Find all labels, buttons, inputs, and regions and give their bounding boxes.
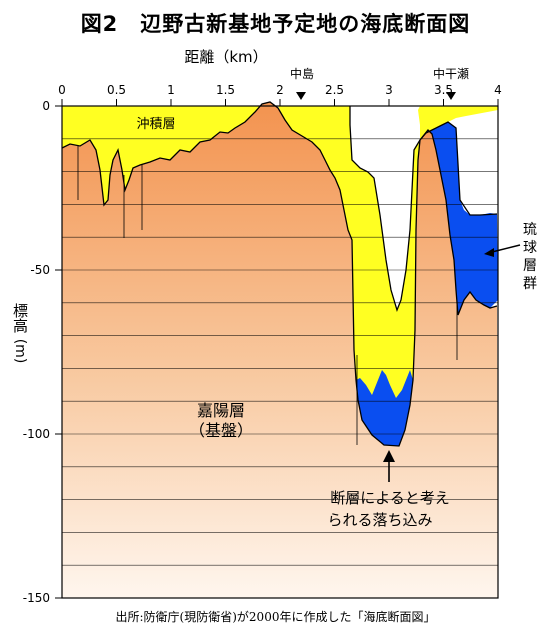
nakabise-label: 中干瀬 [433, 66, 469, 81]
ryukyu-pointer [491, 244, 521, 253]
nakashima-label: 中島 [290, 66, 314, 81]
annotation-line1: 断層によると考え [330, 489, 450, 507]
fault-lines [77, 146, 458, 445]
ryukyu-char-1: 琉 [523, 222, 537, 238]
y-axis: 0 -50 -100 -150 [23, 99, 62, 605]
page-title: 図2 辺野古新基地予定地の海底断面図 [80, 12, 471, 36]
alluvium-layer-trench [278, 106, 498, 446]
x-tick-3: 3 [385, 83, 393, 97]
source-note: 出所:防衛庁(現防衛省)が2000年に作成した「海底断面図」 [115, 610, 436, 624]
okinawa-layer-label: 沖積層 [136, 117, 175, 132]
ryukyu-char-4: 群 [523, 276, 537, 292]
x-tick-2: 2 [276, 83, 284, 97]
y-tick-minus-50: -50 [30, 263, 50, 277]
x-axis-label: 距離（km） [184, 48, 267, 66]
y-axis-label-unit: (m) [12, 339, 28, 364]
x-tick-1-5: 1.5 [216, 83, 235, 97]
y-tick-minus-100: -100 [23, 427, 50, 441]
layer-outlines [61, 101, 498, 447]
x-tick-2-5: 2.5 [325, 83, 344, 97]
y-tick-0: 0 [42, 99, 50, 113]
x-tick-4: 4 [494, 83, 502, 97]
fault-arrow-icon [383, 450, 395, 462]
x-tick-1: 1 [167, 83, 175, 97]
annotation-line2: られる落ち込み [327, 511, 432, 529]
location-markers: 中島 中干瀬 [290, 66, 469, 100]
ryukyu-label: 琉 球 層 群 [523, 222, 537, 292]
ryukyu-pointer-arrow-icon [484, 248, 494, 257]
ryukyu-limestone-right [420, 122, 498, 315]
ryukyu-limestone-trench [356, 370, 413, 446]
nakashima-marker-icon [296, 92, 306, 100]
alluvium-layer [62, 106, 260, 205]
kayo-layer-sublabel: （基盤） [189, 421, 253, 440]
y-axis-label-main: 標高 [11, 303, 29, 333]
nakabise-marker-icon [446, 92, 456, 100]
elevation-gridlines [62, 138, 498, 566]
x-tick-0: 0 [58, 83, 66, 97]
ryukyu-char-3: 層 [523, 258, 537, 274]
x-tick-0-5: 0.5 [107, 83, 126, 97]
ryukyu-char-2: 球 [523, 240, 537, 256]
y-tick-minus-150: -150 [23, 591, 50, 605]
kayo-layer-label: 嘉陽層 [197, 401, 245, 420]
y-axis-label: 標高 (m) [11, 303, 29, 363]
